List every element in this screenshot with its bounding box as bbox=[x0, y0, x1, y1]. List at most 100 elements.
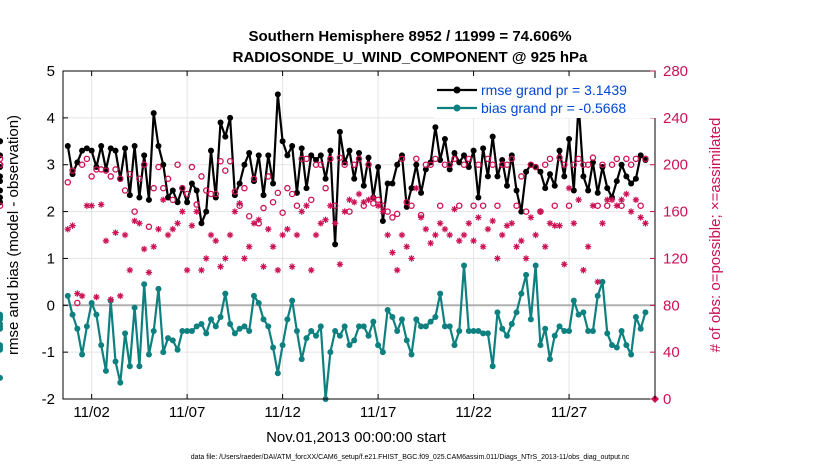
bias-point bbox=[241, 323, 248, 330]
rmse-point bbox=[322, 175, 329, 182]
possible-point bbox=[260, 204, 267, 212]
rmse-point bbox=[613, 178, 620, 185]
possible-point bbox=[269, 198, 277, 206]
assimilated-point bbox=[494, 255, 501, 262]
bias-point bbox=[327, 349, 334, 356]
bias-point bbox=[112, 358, 119, 365]
bias-point bbox=[375, 342, 382, 349]
assimilated-point bbox=[546, 220, 554, 227]
assimilated-point bbox=[575, 196, 582, 204]
assimilated-point bbox=[436, 220, 444, 227]
possible-point bbox=[584, 161, 592, 168]
rmse-point bbox=[0, 187, 3, 194]
bias-point bbox=[518, 290, 525, 297]
rmse-point bbox=[270, 180, 277, 187]
assimilated-point bbox=[97, 201, 105, 208]
bias-point bbox=[0, 342, 3, 349]
rmse-point bbox=[389, 180, 396, 187]
possible-point bbox=[327, 155, 334, 163]
assimilated-point bbox=[140, 245, 148, 253]
possible-point bbox=[403, 198, 410, 206]
assimilated-point bbox=[69, 222, 76, 229]
assimilated-point bbox=[203, 255, 210, 262]
x-ticks: 11/02 11/07 11/12 11/17 11/22 11/27 bbox=[73, 71, 587, 421]
bias-point bbox=[169, 337, 176, 344]
assimilated-point bbox=[83, 202, 91, 209]
y-left-ticks: -2 -1 0 1 2 3 4 5 bbox=[42, 63, 68, 408]
rmse-point bbox=[456, 159, 463, 166]
data-file-footer: data file: /Users/raeder/DAI/ATM_forcXX/… bbox=[191, 454, 630, 461]
bias-point bbox=[532, 262, 539, 269]
rmse-point bbox=[623, 173, 630, 180]
rmse-point bbox=[293, 189, 300, 196]
bias-point bbox=[461, 262, 468, 269]
assimilated-point bbox=[160, 196, 167, 204]
assimilated-point bbox=[126, 266, 134, 274]
bias-point bbox=[165, 335, 172, 342]
assimilated-point bbox=[627, 208, 635, 215]
bias-point bbox=[222, 290, 229, 297]
bias-point bbox=[389, 314, 396, 320]
possible-point bbox=[212, 190, 220, 198]
rmse-point bbox=[141, 152, 148, 159]
assimilated-point bbox=[78, 292, 86, 300]
rmse-point bbox=[632, 175, 639, 182]
rmse-point bbox=[637, 152, 644, 159]
possible-point bbox=[284, 184, 291, 192]
rmse-point bbox=[265, 152, 272, 159]
rmse-point bbox=[470, 147, 477, 154]
bias-point bbox=[566, 328, 573, 335]
rmse-point bbox=[126, 192, 133, 199]
possible-point bbox=[155, 163, 162, 171]
assimilated-point bbox=[245, 243, 253, 250]
assimilated-point bbox=[451, 206, 458, 213]
bias-point bbox=[618, 328, 625, 335]
possible-point bbox=[317, 161, 325, 168]
assimilated-point bbox=[260, 263, 267, 270]
rmse-point bbox=[418, 189, 425, 196]
assimilated-point bbox=[370, 194, 377, 201]
rmse-point bbox=[83, 145, 90, 152]
possible-point bbox=[183, 190, 191, 198]
bias-point bbox=[83, 323, 90, 330]
bias-point bbox=[360, 323, 367, 330]
possible-point bbox=[222, 167, 229, 174]
possible-point bbox=[202, 187, 210, 194]
bias-point bbox=[551, 332, 558, 339]
bias-point bbox=[394, 328, 401, 335]
possible-point bbox=[427, 161, 434, 168]
chart-title-line2: RADIOSONDE_U_WIND_COMPONENT @ 925 hPa bbox=[233, 49, 588, 66]
possible-point bbox=[465, 155, 473, 163]
assimilated-point bbox=[169, 225, 177, 233]
bias-point bbox=[384, 306, 391, 313]
possible-point bbox=[0, 161, 4, 168]
rmse-point bbox=[208, 147, 214, 154]
bias-point bbox=[98, 342, 105, 349]
assimilated-point bbox=[470, 237, 477, 245]
rmse-point bbox=[484, 173, 491, 180]
assimilated-point bbox=[608, 196, 616, 204]
legend-box bbox=[434, 78, 656, 118]
bias-point bbox=[0, 325, 3, 332]
possible-point bbox=[365, 161, 372, 168]
possible-point bbox=[489, 161, 496, 168]
rmse-point bbox=[432, 124, 439, 131]
bias-point bbox=[513, 309, 520, 316]
possible-point bbox=[398, 155, 406, 163]
possible-point bbox=[241, 184, 248, 192]
x-tick-label: 11/02 bbox=[73, 404, 109, 421]
possible-point bbox=[150, 184, 157, 192]
series-layer bbox=[0, 91, 659, 403]
possible-point bbox=[293, 202, 301, 209]
rmse-point bbox=[303, 185, 310, 192]
bias-point bbox=[308, 328, 315, 335]
y-right-tick-label: 120 bbox=[663, 250, 688, 267]
bias-point bbox=[575, 311, 582, 318]
y-right-ticks: 0 40 80 120 160 200 240 280 bbox=[650, 63, 688, 408]
bias-point bbox=[418, 323, 425, 330]
assimilated-point bbox=[198, 266, 205, 274]
assimilated-point bbox=[351, 199, 358, 206]
rmse-point bbox=[279, 138, 286, 145]
assimilated-point bbox=[255, 216, 262, 223]
possible-point bbox=[350, 161, 358, 168]
